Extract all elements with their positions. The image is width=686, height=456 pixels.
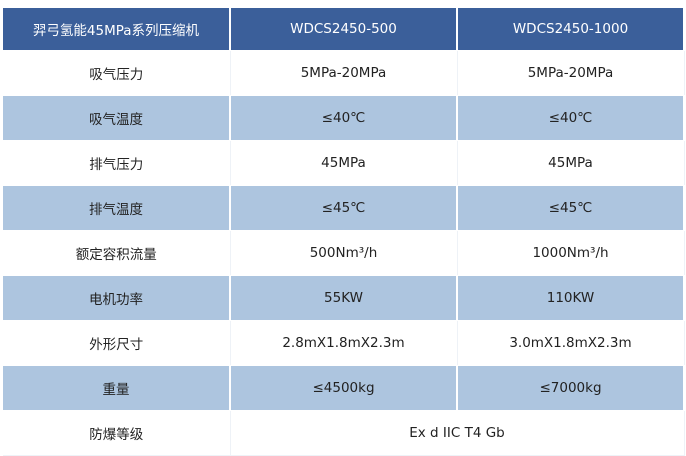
cell-value: Ex d IIC T4 Gb	[230, 410, 685, 456]
row-label: 吸气温度	[3, 95, 231, 141]
cell-value: 5MPa-20MPa	[457, 50, 685, 96]
table-row: 排气温度 ≤45℃ ≤45℃	[3, 185, 685, 231]
cell-value: 3.0mX1.8mX2.3m	[457, 320, 685, 366]
table-row: 电机功率 55KW 110KW	[3, 275, 685, 321]
cell-value: ≤45℃	[457, 185, 685, 231]
table-row: 额定容积流量 500Nm³/h 1000Nm³/h	[3, 230, 685, 276]
row-label: 外形尺寸	[3, 320, 231, 366]
table-row: 排气压力 45MPa 45MPa	[3, 140, 685, 186]
header-row: 羿弓氢能45MPa系列压缩机 WDCS2450-500 WDCS2450-100…	[3, 8, 685, 51]
row-label: 排气压力	[3, 140, 231, 186]
cell-value: 110KW	[457, 275, 685, 321]
row-label: 吸气压力	[3, 50, 231, 96]
cell-value: 2.8mX1.8mX2.3m	[230, 320, 458, 366]
table-row: 吸气温度 ≤40℃ ≤40℃	[3, 95, 685, 141]
header-cell: WDCS2450-500	[230, 8, 458, 51]
row-label: 排气温度	[3, 185, 231, 231]
cell-value: 5MPa-20MPa	[230, 50, 458, 96]
row-label: 额定容积流量	[3, 230, 231, 276]
table-row: 防爆等级 Ex d IIC T4 Gb	[3, 410, 685, 456]
header-cell: WDCS2450-1000	[457, 8, 685, 51]
cell-value: ≤40℃	[457, 95, 685, 141]
table-row: 外形尺寸 2.8mX1.8mX2.3m 3.0mX1.8mX2.3m	[3, 320, 685, 366]
spec-table: 羿弓氢能45MPa系列压缩机 WDCS2450-500 WDCS2450-100…	[3, 8, 685, 456]
cell-value: 55KW	[230, 275, 458, 321]
cell-value: 45MPa	[457, 140, 685, 186]
row-label: 电机功率	[3, 275, 231, 321]
cell-value: 45MPa	[230, 140, 458, 186]
cell-value: 1000Nm³/h	[457, 230, 685, 276]
header-cell: 羿弓氢能45MPa系列压缩机	[3, 8, 231, 51]
row-label: 防爆等级	[3, 410, 231, 456]
cell-value: ≤45℃	[230, 185, 458, 231]
cell-value: ≤7000kg	[457, 365, 685, 411]
cell-value: ≤4500kg	[230, 365, 458, 411]
table-row: 重量 ≤4500kg ≤7000kg	[3, 365, 685, 411]
cell-value: 500Nm³/h	[230, 230, 458, 276]
cell-value: ≤40℃	[230, 95, 458, 141]
row-label: 重量	[3, 365, 231, 411]
table-row: 吸气压力 5MPa-20MPa 5MPa-20MPa	[3, 50, 685, 96]
